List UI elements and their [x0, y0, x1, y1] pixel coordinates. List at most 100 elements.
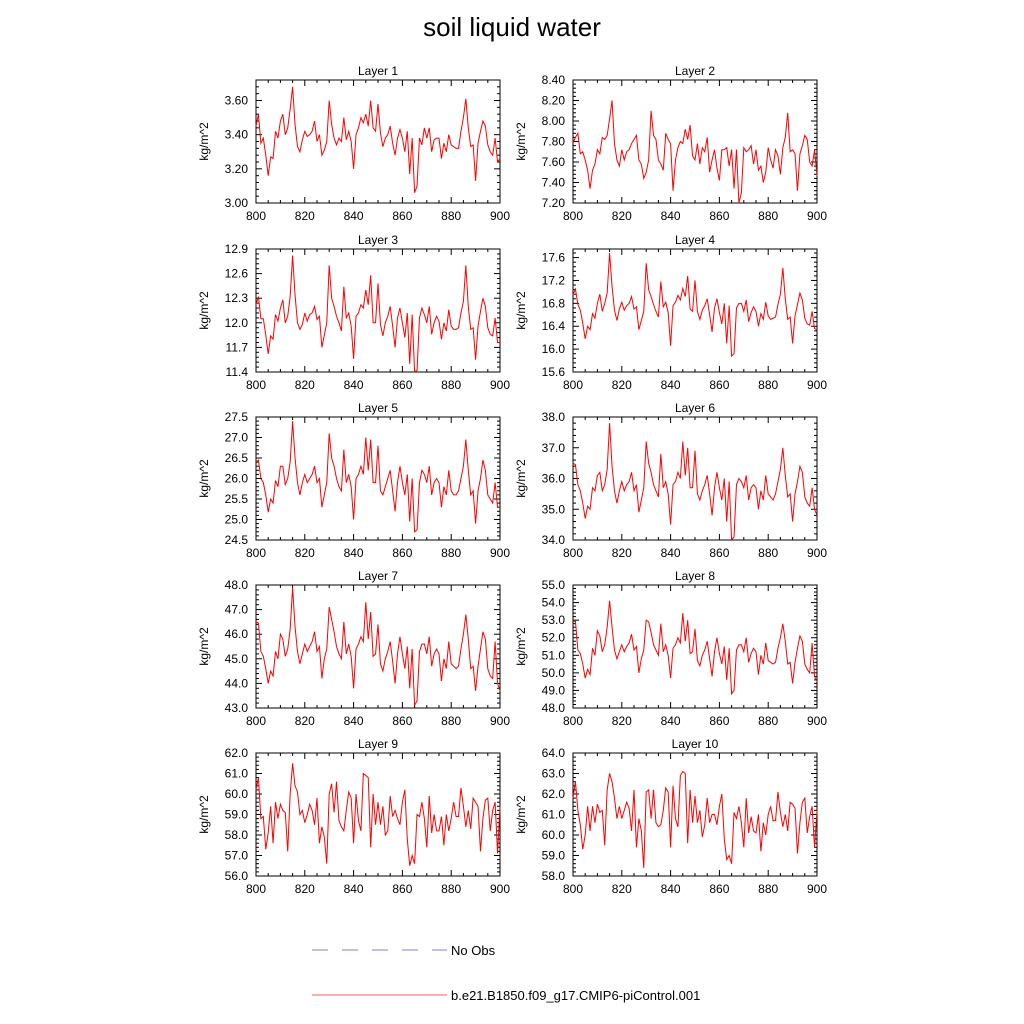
y-axis-label: kg/m^2: [514, 459, 528, 498]
x-tick-label: 860: [392, 882, 412, 896]
x-tick-label: 900: [807, 546, 827, 560]
x-tick-label: 880: [758, 209, 778, 223]
y-tick-label: 8.20: [542, 94, 566, 108]
y-tick-label: 25.0: [225, 513, 249, 527]
y-tick-label: 3.20: [225, 162, 249, 176]
panel-title: Layer 4: [675, 233, 715, 247]
panel-layer-4: Layer 4 kg/m^2 800 820 840 860 880 900 15.6 16.0 1…: [514, 233, 827, 392]
y-axis-label: kg/m^2: [514, 122, 528, 161]
y-tick-label: 12.0: [225, 316, 249, 330]
series-line: [255, 587, 501, 706]
x-tick-label: 820: [295, 378, 315, 392]
x-tick-label: 820: [612, 882, 632, 896]
x-tick-label: 820: [612, 714, 632, 728]
y-tick-label: 55.0: [542, 578, 566, 592]
series-line: [572, 600, 818, 696]
y-tick-label: 16.0: [542, 342, 566, 356]
x-tick-label: 860: [392, 378, 412, 392]
y-tick-label: 16.4: [542, 319, 566, 333]
x-tick-label: 860: [392, 209, 412, 223]
y-tick-label: 62.0: [225, 746, 249, 760]
x-tick-label: 880: [441, 714, 461, 728]
x-tick-label: 840: [661, 378, 681, 392]
series-line: [255, 763, 501, 866]
panel-layer-8: Layer 8 kg/m^2 800 820 840 860 880 900 48.0 49.0 5…: [514, 569, 827, 728]
plot-frame: [572, 416, 818, 541]
y-tick-label: 56.0: [225, 869, 249, 883]
x-tick-label: 900: [490, 714, 510, 728]
x-tick-label: 820: [612, 209, 632, 223]
panel-title: Layer 2: [675, 64, 715, 78]
panel-layer-9: Layer 9 kg/m^2 800 820 840 860 880 900 56.0 57.0 5…: [197, 737, 510, 896]
series-line: [255, 86, 501, 193]
x-tick-label: 900: [490, 546, 510, 560]
y-tick-label: 16.8: [542, 296, 566, 310]
y-tick-label: 38.0: [542, 410, 566, 424]
x-tick-label: 900: [490, 209, 510, 223]
x-tick-label: 860: [392, 714, 412, 728]
y-tick-label: 50.0: [542, 666, 566, 680]
x-tick-label: 800: [563, 714, 583, 728]
y-tick-label: 7.20: [542, 196, 566, 210]
y-tick-label: 7.80: [542, 135, 566, 149]
series-line: [572, 100, 818, 204]
y-tick-label: 3.00: [225, 196, 249, 210]
plot-frame: [255, 79, 501, 204]
y-tick-label: 34.0: [542, 533, 566, 547]
y-tick-label: 25.5: [225, 492, 249, 506]
y-tick-label: 61.0: [225, 767, 249, 781]
x-tick-label: 880: [441, 882, 461, 896]
y-axis-label: kg/m^2: [514, 795, 528, 834]
panel-layer-2: Layer 2 kg/m^2 800 820 840 860 880 900 7.20 7.40 7…: [514, 64, 827, 223]
x-tick-label: 860: [392, 546, 412, 560]
y-tick-label: 11.7: [226, 340, 249, 354]
panel-title: Layer 3: [358, 233, 398, 247]
x-tick-label: 840: [344, 714, 364, 728]
y-tick-label: 53.0: [542, 613, 566, 627]
y-tick-label: 52.0: [542, 631, 566, 645]
series-line: [255, 255, 500, 373]
panel-layer-7: Layer 7 kg/m^2 800 820 840 860 880 900 43.0 44.0 4…: [197, 569, 510, 728]
y-tick-label: 64.0: [542, 746, 566, 760]
series-line: [572, 770, 818, 868]
y-axis-label: kg/m^2: [197, 459, 211, 498]
legend-label: b.e21.B1850.f09_g17.CMIP6-piControl.001: [451, 988, 700, 1003]
y-tick-label: 51.0: [542, 648, 566, 662]
y-tick-label: 59.0: [225, 808, 249, 822]
y-tick-label: 7.60: [542, 155, 566, 169]
y-tick-label: 46.0: [225, 627, 249, 641]
x-tick-label: 880: [441, 546, 461, 560]
x-tick-label: 800: [563, 209, 583, 223]
plot-frame: [255, 248, 501, 373]
x-tick-label: 800: [563, 378, 583, 392]
y-tick-label: 48.0: [225, 578, 249, 592]
x-tick-label: 900: [807, 882, 827, 896]
plot-frame: [572, 79, 818, 204]
x-tick-label: 880: [441, 209, 461, 223]
x-tick-label: 840: [344, 209, 364, 223]
series-line: [572, 423, 818, 542]
y-tick-label: 54.0: [542, 596, 566, 610]
series-line: [255, 421, 500, 533]
y-tick-label: 15.6: [542, 365, 566, 379]
plot-frame: [255, 416, 501, 541]
panel-title: Layer 10: [672, 737, 719, 751]
x-tick-label: 880: [758, 546, 778, 560]
x-tick-label: 840: [661, 882, 681, 896]
plot-frame: [255, 752, 501, 877]
x-tick-label: 800: [563, 546, 583, 560]
panel-layer-1: Layer 1 kg/m^2 800 820 840 860 880 900 3.00 3.20 3…: [197, 64, 510, 223]
x-tick-label: 840: [344, 378, 364, 392]
chart-main-title: soil liquid water: [423, 12, 601, 42]
y-tick-label: 8.00: [542, 114, 566, 128]
legend-label: No Obs: [451, 943, 496, 958]
x-tick-label: 840: [661, 714, 681, 728]
y-tick-label: 36.0: [542, 472, 566, 486]
x-tick-label: 800: [246, 714, 266, 728]
panel-title: Layer 9: [358, 737, 398, 751]
y-axis-label: kg/m^2: [197, 627, 211, 666]
x-tick-label: 880: [758, 714, 778, 728]
x-tick-label: 820: [295, 882, 315, 896]
y-tick-label: 45.0: [225, 652, 249, 666]
